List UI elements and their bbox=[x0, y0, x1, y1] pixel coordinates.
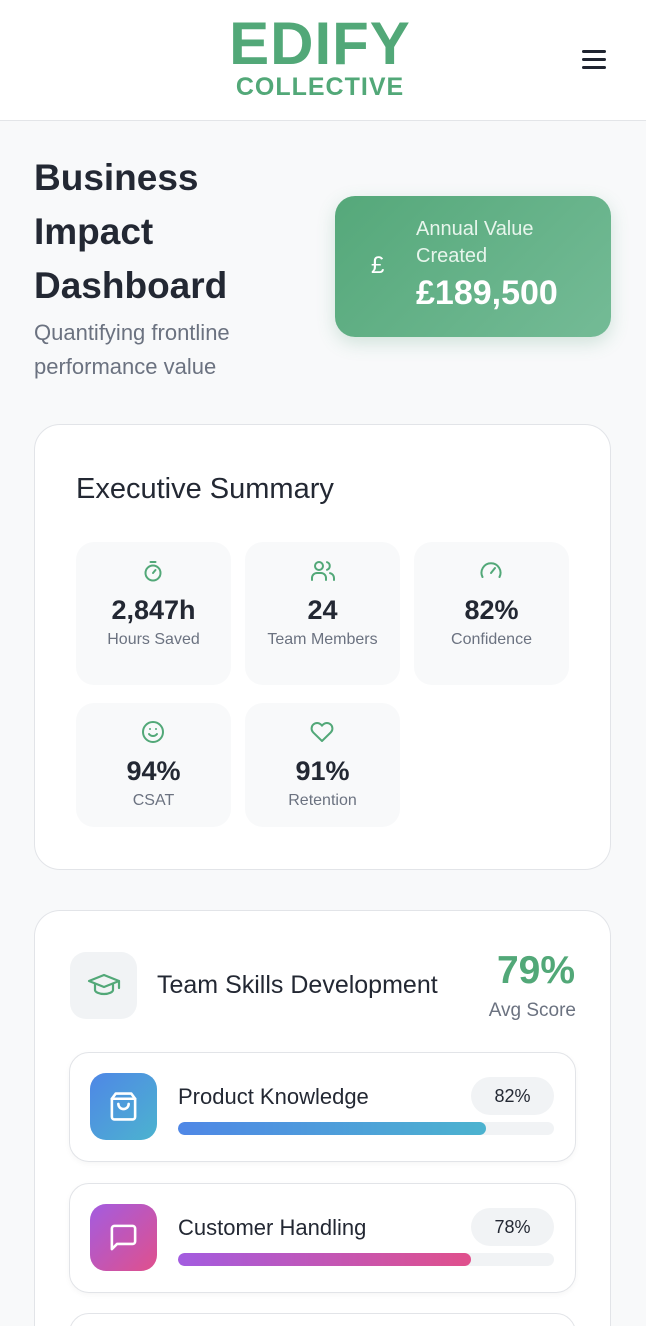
metric-label: Team Members bbox=[267, 631, 378, 648]
pound-icon: £ bbox=[371, 252, 385, 279]
metric-tile-csat: 94% CSAT bbox=[76, 703, 231, 827]
metric-value: 94% bbox=[126, 756, 181, 786]
graduation-cap-icon bbox=[70, 952, 137, 1019]
metric-tile-confidence: 82% Confidence bbox=[414, 542, 569, 685]
metric-value: 24 bbox=[307, 595, 338, 625]
gauge-icon bbox=[480, 562, 502, 578]
metric-tile-team-members: 24 Team Members bbox=[245, 542, 400, 685]
skill-name: Product Knowledge bbox=[178, 1084, 369, 1109]
annual-value-amount: £189,500 bbox=[416, 274, 558, 312]
users-icon bbox=[311, 561, 335, 581]
heart-icon bbox=[310, 722, 334, 742]
average-score-label: Avg Score bbox=[488, 1000, 576, 1021]
logo-wordmark: EDIFY bbox=[229, 10, 411, 77]
metric-label: Hours Saved bbox=[107, 631, 200, 648]
metric-value: 91% bbox=[295, 756, 350, 786]
executive-summary-card: Executive Summary 2,847h Hours Saved 24 … bbox=[34, 424, 611, 870]
menu-line bbox=[582, 58, 606, 61]
metric-tile-hours-saved: 2,847h Hours Saved bbox=[76, 542, 231, 685]
menu-line bbox=[582, 66, 606, 69]
logo-subtext: COLLECTIVE bbox=[235, 73, 405, 101]
hamburger-menu-icon[interactable] bbox=[578, 44, 610, 74]
skill-percent-badge: 82% bbox=[471, 1077, 554, 1115]
skill-progress-fill bbox=[178, 1122, 487, 1135]
skill-row-customer-handling[interactable]: Customer Handling 78% bbox=[69, 1183, 576, 1293]
skill-row-next[interactable] bbox=[69, 1313, 576, 1326]
metric-value: 2,847h bbox=[111, 595, 196, 625]
skill-row-product-knowledge[interactable]: Product Knowledge 82% bbox=[69, 1052, 576, 1162]
skill-progress-track bbox=[178, 1122, 554, 1135]
skill-percent-badge: 78% bbox=[471, 1208, 554, 1246]
annual-value-card: £ Annual Value Created £189,500 bbox=[335, 196, 611, 337]
skills-title: Team Skills Development bbox=[157, 971, 438, 999]
metric-tile-retention: 91% Retention bbox=[245, 703, 400, 827]
stopwatch-icon bbox=[144, 561, 162, 582]
page-subtitle: Quantifying frontline performance value bbox=[34, 320, 230, 379]
chat-bubble-icon bbox=[90, 1204, 157, 1271]
metric-label: Confidence bbox=[451, 631, 532, 648]
smile-icon bbox=[142, 721, 164, 743]
team-skills-card: Team Skills Development 79% Avg Score Pr… bbox=[34, 910, 611, 1326]
metric-label: Retention bbox=[288, 792, 357, 809]
skill-progress-track bbox=[178, 1253, 554, 1266]
skill-name: Customer Handling bbox=[178, 1215, 367, 1240]
skill-progress-fill bbox=[178, 1253, 472, 1266]
top-navigation-bar: EDIFY COLLECTIVE bbox=[0, 0, 646, 121]
menu-line bbox=[582, 50, 606, 53]
executive-summary-title: Executive Summary bbox=[76, 473, 334, 505]
shopping-bag-icon bbox=[90, 1073, 157, 1140]
edify-collective-logo[interactable]: EDIFY COLLECTIVE bbox=[227, 12, 413, 104]
page-title: Business Impact Dashboard bbox=[34, 157, 228, 306]
annual-value-label: Annual Value Created bbox=[416, 218, 534, 267]
metric-value: 82% bbox=[464, 595, 519, 625]
average-score: 79% bbox=[496, 949, 575, 992]
metric-label: CSAT bbox=[132, 792, 175, 809]
